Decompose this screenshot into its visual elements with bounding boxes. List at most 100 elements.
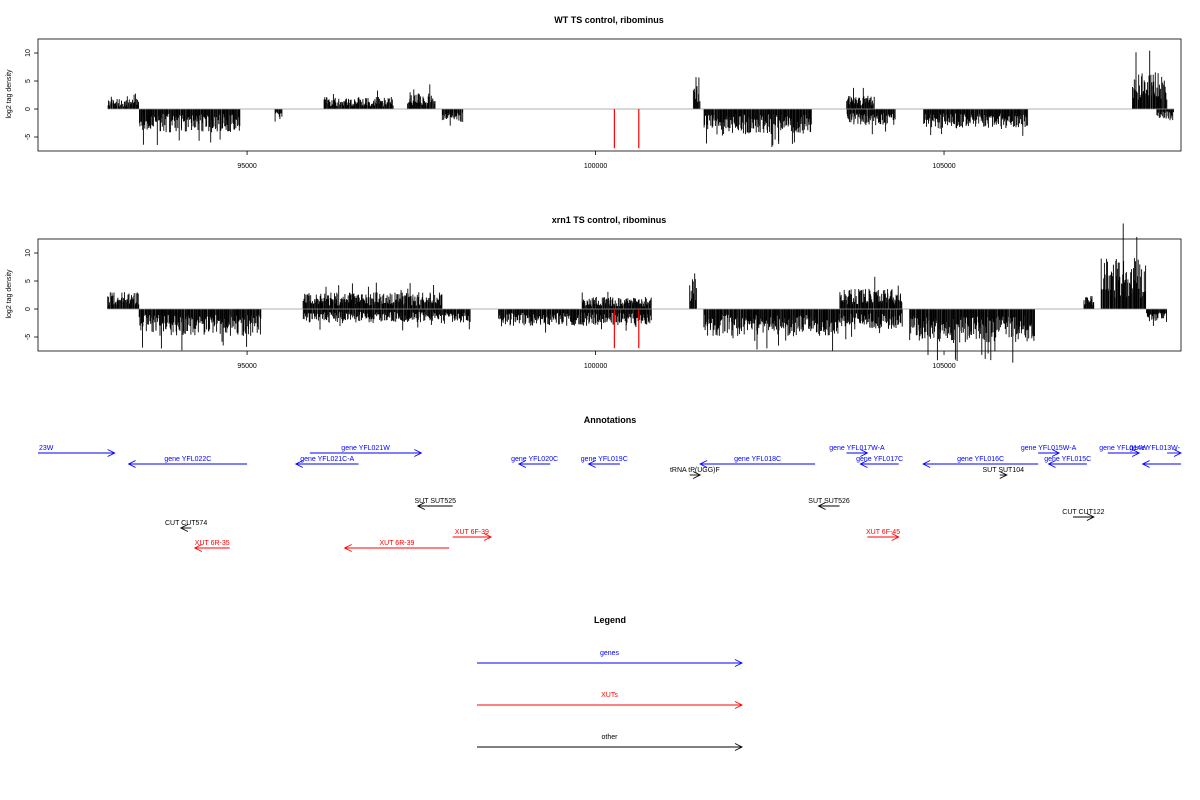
annotations-title: Annotations [584,415,637,425]
feature-arrowhead [891,533,900,541]
feature-arrowhead [517,460,527,468]
feature-arrowhead [179,524,189,532]
y-tick-label: -5 [25,134,32,140]
feature-arrowhead [692,471,702,479]
feature-arrowhead [860,449,869,457]
feature-other: SUT SUT526 [808,498,850,510]
feature-arrowhead [1051,449,1061,457]
y-tick-label: 0 [25,307,32,311]
feature-xuts: XUT 6R-35 [193,540,230,552]
feature-label: SUT SUT525 [415,498,457,505]
panel-title: WT TS control, ribominus [554,15,664,25]
legend-label: other [602,734,619,741]
legend: Legend genes XUTs other [477,615,744,751]
feature-label: gene YFL021C-A [300,456,354,463]
feature-genes: gene YFL016C [922,456,1039,468]
feature-label: tRNA tP(UGG)F [670,467,720,474]
highlight-bars [613,309,640,349]
legend-arrowhead [734,701,744,709]
feature-genes: gene YFL022C [127,456,248,468]
feature-arrowhead [294,460,304,468]
feature-genes [1141,460,1181,468]
x-tick-label: 95000 [237,363,257,370]
feature-genes: gene YFL020C [511,456,558,468]
axis-ticks: -5 0 5 10 95000 100000 105000 [25,49,956,170]
feature-genes: gene YFL018C [699,456,816,468]
feature-label: XUT 6R-35 [195,540,230,547]
feature-arrowhead [1131,449,1141,457]
feature-label: gene YFL014W [1099,445,1148,452]
axis-ticks: -5 0 5 10 95000 100000 105000 [25,249,956,370]
feature-arrowhead [416,502,426,510]
feature-genes: gene YFL021W [309,445,423,457]
feature-label: gene YFL013W- [1129,445,1180,452]
feature-label: gene YFL015W-A [1021,445,1077,452]
x-tick-label: 100000 [584,163,607,170]
feature-genes: gene YFL014W [1099,445,1148,457]
panel-xrn1-ts-control: xrn1 TS control, ribominus log2 tag dens… [6,215,1182,370]
x-tick-label: 95000 [237,163,257,170]
feature-label: XUT 6F-39 [455,529,489,536]
feature-other: CUT CUT574 [165,520,207,532]
feature-label: gene YFL021W [341,445,390,452]
legend-item: XUTs [477,692,744,709]
feature-genes: 23W [38,445,116,457]
density-bars [107,50,1174,148]
feature-arrowhead [414,449,423,457]
y-axis-label: log2 tag density [6,69,13,119]
highlight-bars [613,109,640,149]
feature-other: SUT SUT525 [415,498,457,510]
feature-other: CUT CUT122 [1062,509,1105,521]
x-tick-label: 100000 [584,363,607,370]
feature-label: gene YFL022C [164,456,211,463]
feature-xuts: XUT 6F-39 [452,529,493,541]
y-tick-label: 5 [25,279,32,283]
feature-arrowhead [699,460,708,468]
feature-label: gene YFL015C [1044,456,1091,463]
legend-item: genes [477,650,744,667]
y-tick-label: 5 [25,79,32,83]
feature-other: tRNA tP(UGG)F [670,467,720,479]
x-tick-label: 105000 [932,163,955,170]
feature-arrowhead [343,544,352,552]
feature-arrowhead [483,533,493,541]
feature-arrowhead [587,460,596,468]
feature-genes: gene YFL019C [581,456,628,468]
y-tick-label: -5 [25,334,32,340]
feature-arrowhead [1047,460,1056,468]
feature-arrowhead [127,460,136,468]
y-tick-label: 10 [25,249,32,257]
plot-frame [37,38,1182,152]
panel-wt-ts-control: WT TS control, ribominus log2 tag densit… [6,15,1182,170]
y-axis-label: log2 tag density [6,269,13,319]
feature-arrowhead [1141,460,1150,468]
legend-label: XUTs [601,692,618,699]
density-bars [107,223,1167,363]
feature-label: 23W [39,445,54,452]
feature-label: XUT 6F-45 [866,529,900,536]
feature-label: SUT SUT526 [808,498,850,505]
legend-arrowhead [734,659,744,667]
plot-frame [37,238,1182,352]
feature-arrowhead [1086,513,1095,521]
feature-label: gene YFL020C [511,456,558,463]
feature-xuts: XUT 6F-45 [866,529,900,541]
feature-label: gene YFL018C [734,456,781,463]
feature-label: gene YFL017W-A [829,445,885,452]
feature-genes: gene YFL021C-A [294,456,359,468]
legend-title: Legend [594,615,626,625]
feature-genes: gene YFL013W- [1129,445,1183,457]
feature-label: CUT CUT574 [165,520,207,527]
annotations-track: Annotations 23W gene YFL022C gene YFL021W g… [38,415,1183,552]
feature-arrowhead [817,502,826,510]
feature-genes: gene YFL015C [1044,456,1091,468]
feature-label: gene YFL019C [581,456,628,463]
feature-arrowhead [859,460,868,468]
x-tick-label: 105000 [932,363,955,370]
feature-other: SUT SUT104 [983,467,1024,479]
feature-genes: gene YFL015W-A [1021,445,1077,457]
y-tick-label: 0 [25,107,32,111]
legend-label: genes [600,650,620,657]
feature-label: gene YFL016C [957,456,1004,463]
